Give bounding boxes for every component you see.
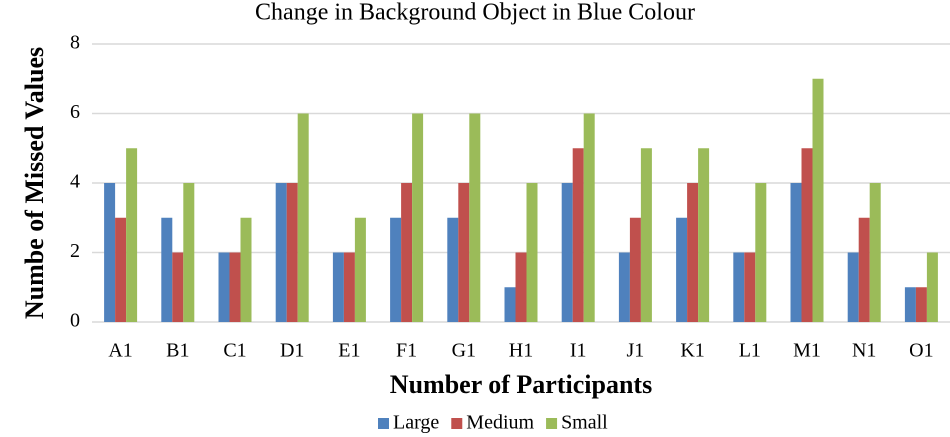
bar: [572, 148, 584, 322]
y-tick-label: 2: [70, 240, 80, 262]
y-tick-label: 4: [70, 171, 80, 193]
bar: [286, 183, 298, 322]
bar: [412, 113, 424, 322]
bar: [126, 148, 138, 322]
bar: [744, 252, 756, 322]
x-tick-label: O1: [909, 340, 933, 362]
bar: [698, 148, 710, 322]
bar: [469, 113, 481, 322]
x-tick-label: G1: [452, 340, 476, 362]
bar: [115, 217, 127, 322]
legend-swatch: [546, 418, 558, 429]
legend-label: Medium: [466, 412, 534, 434]
bar: [618, 252, 630, 322]
bar: [915, 287, 927, 322]
bar: [733, 252, 745, 322]
x-tick-label: M1: [793, 340, 821, 362]
bar: [390, 217, 402, 322]
legend-swatch: [451, 418, 463, 429]
bar: [687, 183, 699, 322]
bar: [354, 217, 366, 322]
x-tick-label: E1: [338, 340, 360, 362]
x-tick-label: L1: [739, 340, 761, 362]
bar: [240, 217, 252, 322]
bar: [904, 287, 916, 322]
x-tick-label: N1: [852, 340, 876, 362]
x-tick-label: K1: [680, 340, 704, 362]
y-tick-label: 0: [70, 310, 80, 332]
bar: [104, 183, 116, 322]
x-tick-label: A1: [108, 340, 132, 362]
bar: [172, 252, 184, 322]
bar: [458, 183, 470, 322]
x-tick-label: H1: [509, 340, 533, 362]
bar: [801, 148, 813, 322]
chart-title: Change in Background Object in Blue Colo…: [255, 0, 695, 26]
bar: [847, 252, 859, 322]
legend-label: Small: [561, 412, 608, 434]
bar: [401, 183, 413, 322]
bar: [218, 252, 230, 322]
y-axis-label: Numbe of Missed Values: [20, 46, 49, 320]
bar: [755, 183, 767, 322]
bar: [515, 252, 527, 322]
bar: [229, 252, 241, 322]
x-tick-label: J1: [627, 340, 645, 362]
bar: [161, 217, 173, 322]
bar: [790, 183, 802, 322]
bar: [275, 183, 287, 322]
bar: [926, 252, 938, 322]
x-tick-label: C1: [223, 340, 246, 362]
bar: [640, 148, 652, 322]
bar: [812, 78, 824, 322]
bar: [504, 287, 516, 322]
x-tick-label: D1: [280, 340, 304, 362]
x-tick-label: I1: [570, 340, 587, 362]
bar: [858, 217, 870, 322]
bar: [297, 113, 309, 322]
y-tick-label: 6: [70, 101, 80, 123]
x-tick-label: F1: [396, 340, 417, 362]
bar: [526, 183, 538, 322]
bar: [332, 252, 344, 322]
bar: [583, 113, 595, 322]
y-tick-label: 8: [70, 32, 80, 54]
legend-label: Large: [393, 412, 439, 434]
bar: [343, 252, 355, 322]
bar: [629, 217, 641, 322]
x-axis-label: Number of Participants: [390, 370, 652, 399]
bar: [869, 183, 881, 322]
legend-swatch: [378, 418, 389, 429]
bar: [676, 217, 688, 322]
bar: [561, 183, 573, 322]
bar: [183, 183, 195, 322]
x-tick-label: B1: [166, 340, 189, 362]
bar: [447, 217, 459, 322]
